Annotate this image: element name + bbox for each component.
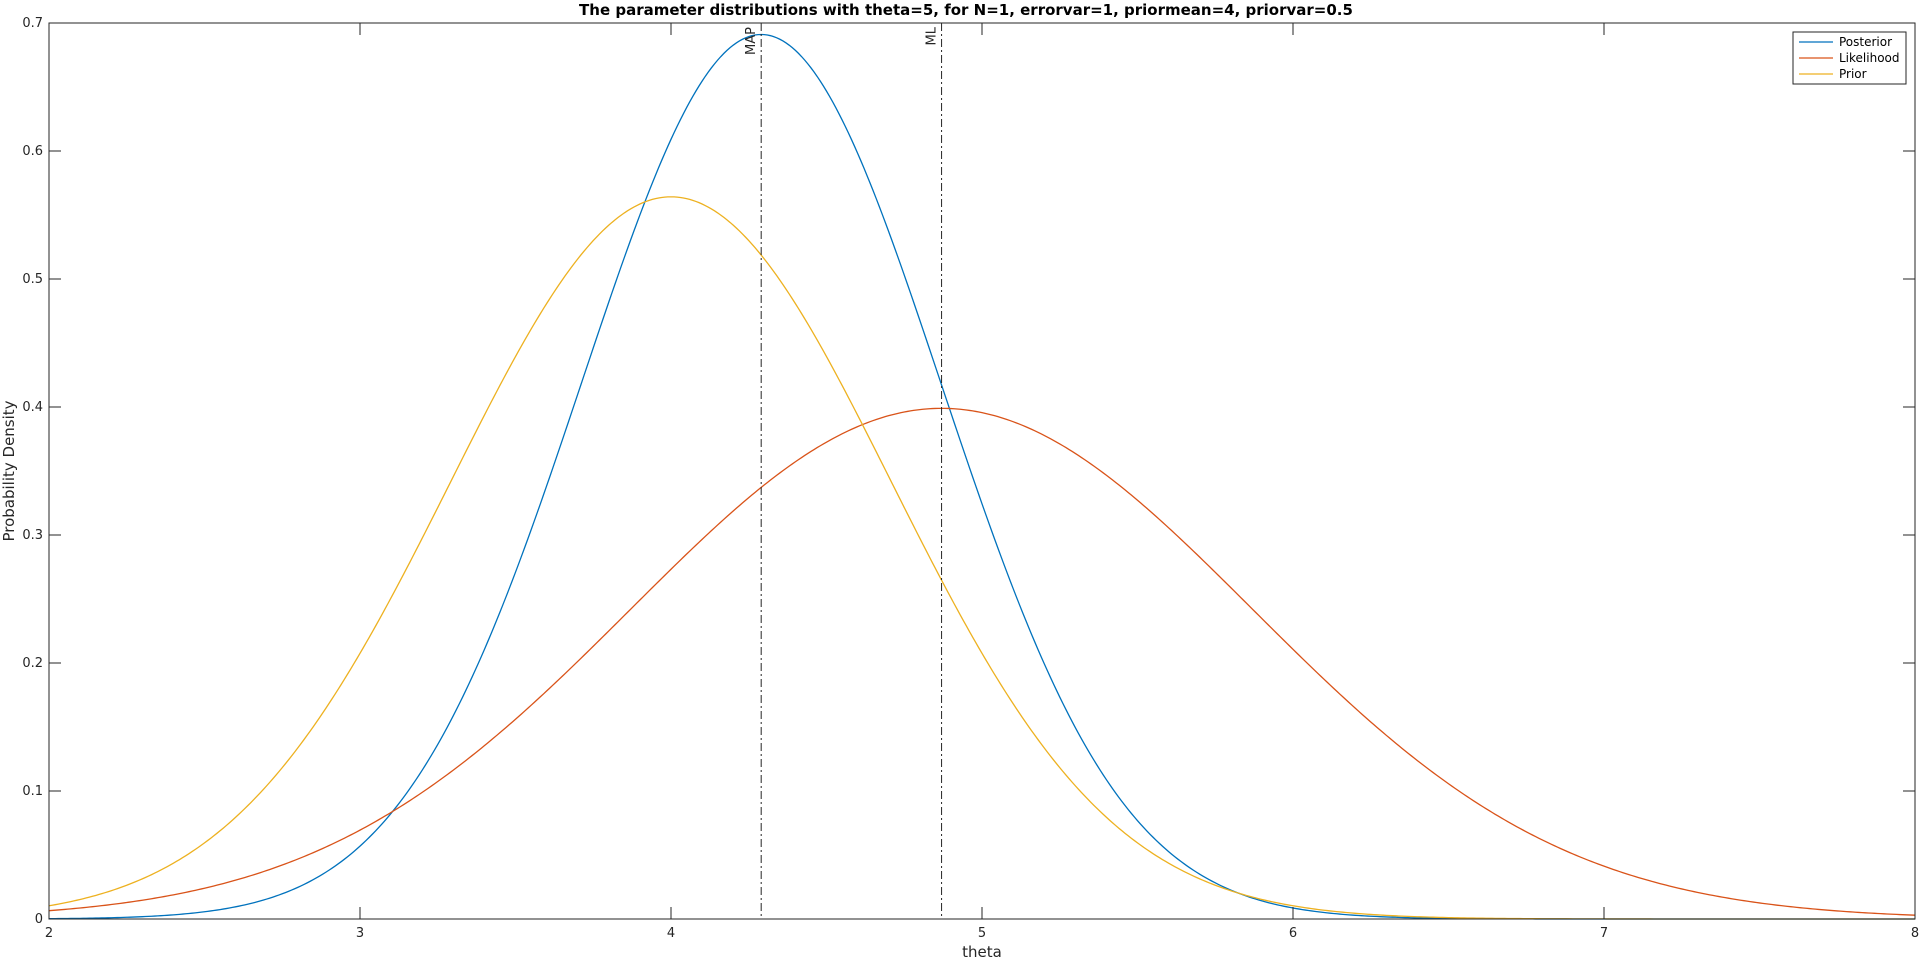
legend-label-prior: Prior [1839,67,1867,81]
y-tick-label: 0.2 [22,656,43,671]
vline-label-map: MAP [744,27,759,55]
chart-title: The parameter distributions with theta=5… [579,1,1353,19]
x-tick-label: 5 [978,926,986,941]
x-tick-label: 6 [1289,926,1297,941]
y-tick-label: 0.1 [22,784,43,799]
y-axis-ticks: 0 0.1 0.2 0.3 0.4 0.5 0.6 0.7 [22,16,1915,927]
x-axis-label: theta [962,943,1002,961]
x-tick-label: 8 [1911,926,1919,941]
y-tick-label: 0 [35,912,43,927]
x-tick-label: 2 [45,926,53,941]
y-axis-label: Probability Density [0,400,18,541]
y-tick-label: 0.4 [22,400,43,415]
series-line-likelihood [48,407,1916,916]
legend: Posterior Likelihood Prior [1792,31,1907,85]
x-tick-label: 4 [667,926,675,941]
x-tick-label: 3 [356,926,364,941]
y-tick-label: 0.3 [22,528,43,543]
annotation-lines: MAP ML [744,23,943,919]
plot-area [49,23,1915,919]
y-tick-label: 0.7 [22,16,43,31]
vline-label-ml: ML [925,26,940,45]
x-tick-label: 7 [1600,926,1608,941]
y-tick-label: 0.5 [22,272,43,287]
x-axis-ticks: 2 3 4 5 6 7 8 [45,23,1919,941]
y-tick-label: 0.6 [22,144,43,159]
legend-label-posterior: Posterior [1839,35,1892,49]
legend-label-likelihood: Likelihood [1839,51,1900,65]
